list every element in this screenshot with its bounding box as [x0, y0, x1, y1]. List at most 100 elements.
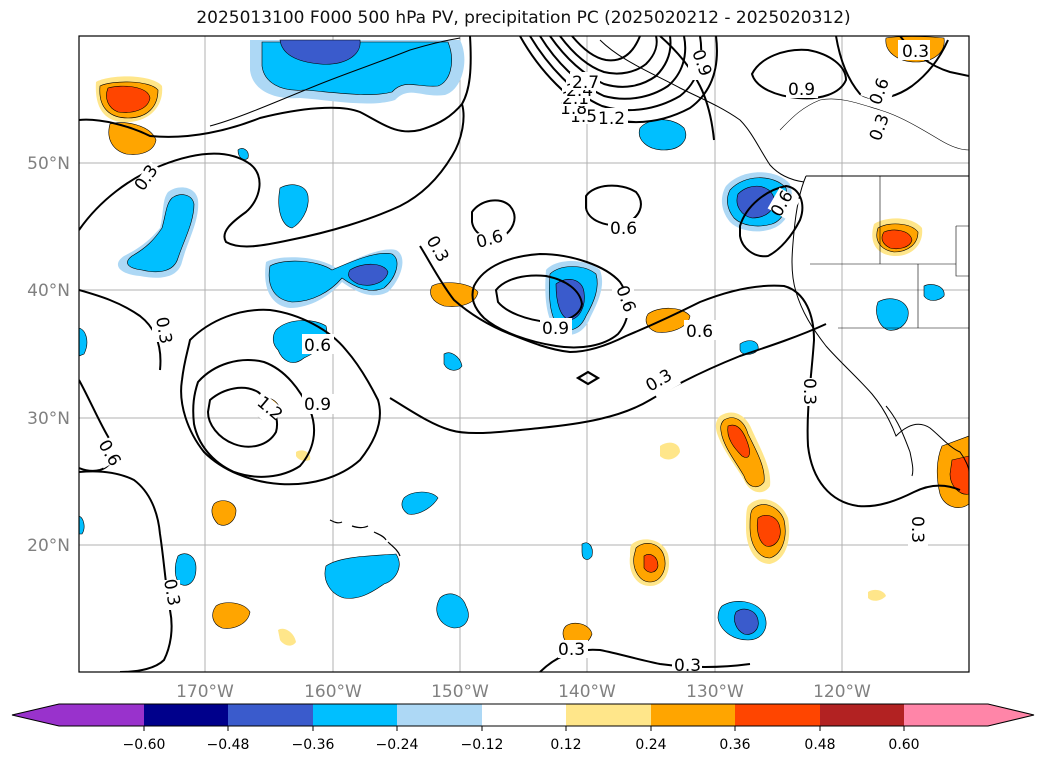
positive-precip-anomalies: [95, 36, 969, 646]
precip-blob: [734, 608, 759, 635]
pv-contour-0.3: [79, 470, 173, 672]
colorbar-tick: −0.12: [461, 737, 504, 753]
contour-label: 0.9: [788, 80, 815, 100]
lon-label: 170°W: [176, 682, 234, 702]
lat-label: 40°N: [27, 281, 70, 301]
precip-blob: [436, 593, 469, 629]
precip-blob: [324, 553, 400, 599]
pv-contour-0.9: [659, 36, 715, 141]
precip-blob: [645, 307, 691, 333]
pv-contour-0.9: [192, 359, 316, 478]
contour-label: 0.3: [902, 42, 929, 62]
contour-label: 0.9: [304, 395, 331, 415]
precip-blob: [756, 515, 781, 547]
pv-contour-0.3: [389, 323, 827, 435]
contour-label: 0.6: [686, 322, 713, 342]
lon-label: 130°W: [686, 682, 744, 702]
precip-blob: [881, 229, 913, 250]
map-frame: [78, 35, 970, 673]
west-coast-us: [791, 175, 969, 473]
lon-label: 140°W: [558, 682, 616, 702]
colorbar-tick: 0.12: [550, 737, 581, 753]
precip-blob: [727, 424, 750, 458]
colorbar-segment: [397, 704, 482, 726]
precip-blob: [443, 352, 463, 371]
colorbar-extend-high: [988, 704, 1034, 726]
precip-blob: [278, 628, 296, 646]
pv-contour-1.8: [539, 36, 687, 100]
colorbar-tick: 0.48: [804, 737, 835, 753]
lon-label: 120°W: [813, 682, 871, 702]
precip-blob: [643, 554, 659, 573]
colorbar-tick: −0.48: [207, 737, 250, 753]
contour-label: 0.3: [674, 656, 701, 676]
hawaii-islands: [329, 519, 401, 557]
contour-label: 0.3: [151, 315, 175, 345]
precip-blob: [923, 284, 945, 301]
precip-blob: [868, 589, 886, 601]
contour-label: 1.2: [598, 109, 625, 129]
baja-california: [885, 405, 914, 477]
pv-contour-0.6: [180, 308, 381, 486]
lat-label: 50°N: [27, 154, 70, 174]
pv-contour-1.2: [206, 386, 278, 448]
contour-label: 0.3: [907, 516, 927, 543]
pv-contour-0.9: [575, 370, 601, 386]
contour-label: 0.6: [304, 336, 331, 356]
pv-contour-0.6: [585, 184, 642, 226]
precip-blob: [174, 553, 197, 586]
coastlines: [209, 37, 969, 557]
pv-contour-0.6: [739, 184, 804, 258]
pv-contour-0.3: [79, 103, 465, 248]
precip-blob: [555, 279, 585, 321]
pv-contour-2.1: [549, 36, 672, 88]
longitude-axis: 170°W 160°W 150°W 140°W 130°W 120°W: [176, 682, 871, 702]
colorbar-tick: 0.36: [719, 737, 750, 753]
precip-blob: [348, 263, 389, 286]
contour-label: 0.3: [799, 378, 819, 405]
precip-blob: [106, 85, 151, 113]
lon-label: 160°W: [304, 682, 362, 702]
precip-blob: [237, 148, 249, 160]
precip-blob: [127, 194, 195, 273]
precip-blob: [660, 442, 680, 460]
precip-blob: [430, 282, 479, 307]
graticule: [79, 36, 969, 672]
colorbar-segment: [313, 704, 398, 726]
colorbar-tick: −0.24: [376, 737, 419, 753]
precip-blob: [279, 39, 361, 65]
colorbar-segment: [482, 704, 567, 726]
colorbar-tick: 0.60: [888, 737, 919, 753]
precip-blob: [211, 500, 237, 526]
negative-precip-anomalies: [79, 39, 945, 641]
contour-label: 0.9: [542, 319, 569, 339]
lat-label: 30°N: [27, 409, 70, 429]
precip-blob: [79, 327, 88, 357]
contour-label: 2.7: [572, 73, 599, 93]
map-panel: 0.3 0.3 0.3 0.3 0.3 0.3 0.3 0.3 0.3 0.3 …: [79, 36, 969, 676]
pv-contour-0.6: [471, 252, 629, 349]
pv-contour-2.4: [559, 36, 658, 75]
contour-label: 0.3: [558, 640, 585, 660]
precip-blob: [401, 491, 439, 515]
pv-contours: [79, 36, 969, 672]
precip-blob: [581, 542, 593, 560]
colorbar-tick: 0.24: [635, 737, 666, 753]
precip-blob: [79, 515, 85, 535]
colorbar-segment: [228, 704, 313, 726]
alaska-coast: [599, 39, 805, 183]
colorbar-segment: [144, 704, 229, 726]
aleutian-chain: [209, 37, 461, 127]
state-borders: [810, 176, 969, 329]
contour-label: 0.6: [610, 219, 637, 239]
colorbar-tick: −0.60: [123, 737, 166, 753]
colorbar-outline: [11, 703, 1035, 727]
precip-blob: [212, 602, 251, 629]
colorbar-segment: [566, 704, 651, 726]
canada-coast-detail: [779, 98, 969, 151]
precip-blob: [108, 122, 157, 155]
colorbar-segment: [820, 704, 905, 726]
colorbar-tick: −0.36: [292, 737, 335, 753]
colorbar-segment: [651, 704, 736, 726]
